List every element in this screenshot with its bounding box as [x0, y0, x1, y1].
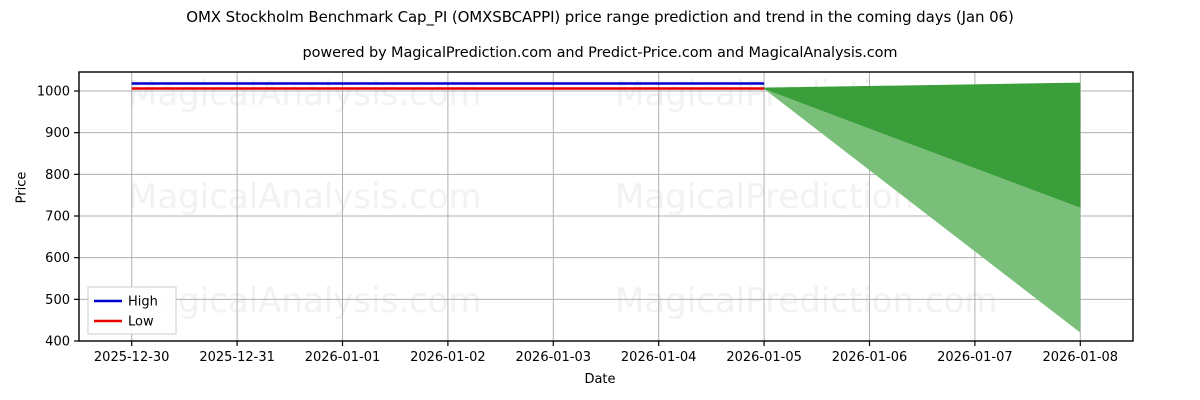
y-tick-label: 800: [45, 168, 70, 183]
x-tick-label: 2026-01-06: [832, 350, 908, 365]
watermark-layer: MagicalAnalysis.com MagicalPrediction.co…: [128, 74, 998, 321]
x-tick-label: 2026-01-03: [516, 350, 592, 365]
chart-title: OMX Stockholm Benchmark Cap_PI (OMXSBCAP…: [186, 8, 1014, 26]
y-tick-label: 900: [45, 126, 70, 141]
x-tick-label: 2026-01-05: [726, 350, 802, 365]
legend-item-label[interactable]: Low: [128, 315, 154, 330]
watermark-text: MagicalAnalysis.com: [128, 74, 482, 114]
y-tick-label: 600: [45, 251, 70, 266]
x-tick-label: 2026-01-04: [621, 350, 697, 365]
y-tick-label: 400: [45, 335, 70, 350]
x-axis-ticks: 2025-12-30 2025-12-31 2026-01-01 2026-01-02…: [94, 341, 1118, 365]
series-layer: [131, 82, 765, 90]
watermark-text: MagicalPrediction.com: [615, 281, 998, 321]
watermark-text: MagicalAnalysis.com: [128, 177, 482, 217]
y-axis-ticks: 400 500 600 700 800 900 1000: [37, 85, 79, 350]
x-tick-label: 2026-01-01: [305, 350, 381, 365]
y-tick-label: 700: [45, 210, 70, 225]
x-tick-label: 2026-01-08: [1043, 350, 1119, 365]
legend-item-label[interactable]: High: [128, 295, 158, 310]
x-tick-label: 2026-01-02: [410, 350, 486, 365]
y-tick-label: 1000: [37, 85, 70, 100]
watermark-text: MagicalAnalysis.com: [128, 281, 482, 321]
x-tick-label: 2025-12-30: [94, 350, 170, 365]
y-axis-label: Price: [14, 171, 30, 204]
forecast-band-layer: [764, 82, 1081, 333]
x-axis-label: Date: [584, 372, 616, 387]
x-tick-label: 2025-12-31: [199, 350, 275, 365]
x-tick-label: 2026-01-07: [937, 350, 1013, 365]
chart-subtitle: powered by MagicalPrediction.com and Pre…: [302, 45, 898, 61]
axis-frame: [78, 71, 1134, 342]
y-tick-label: 500: [45, 293, 70, 308]
chart-legend[interactable]: High Low: [87, 286, 177, 335]
